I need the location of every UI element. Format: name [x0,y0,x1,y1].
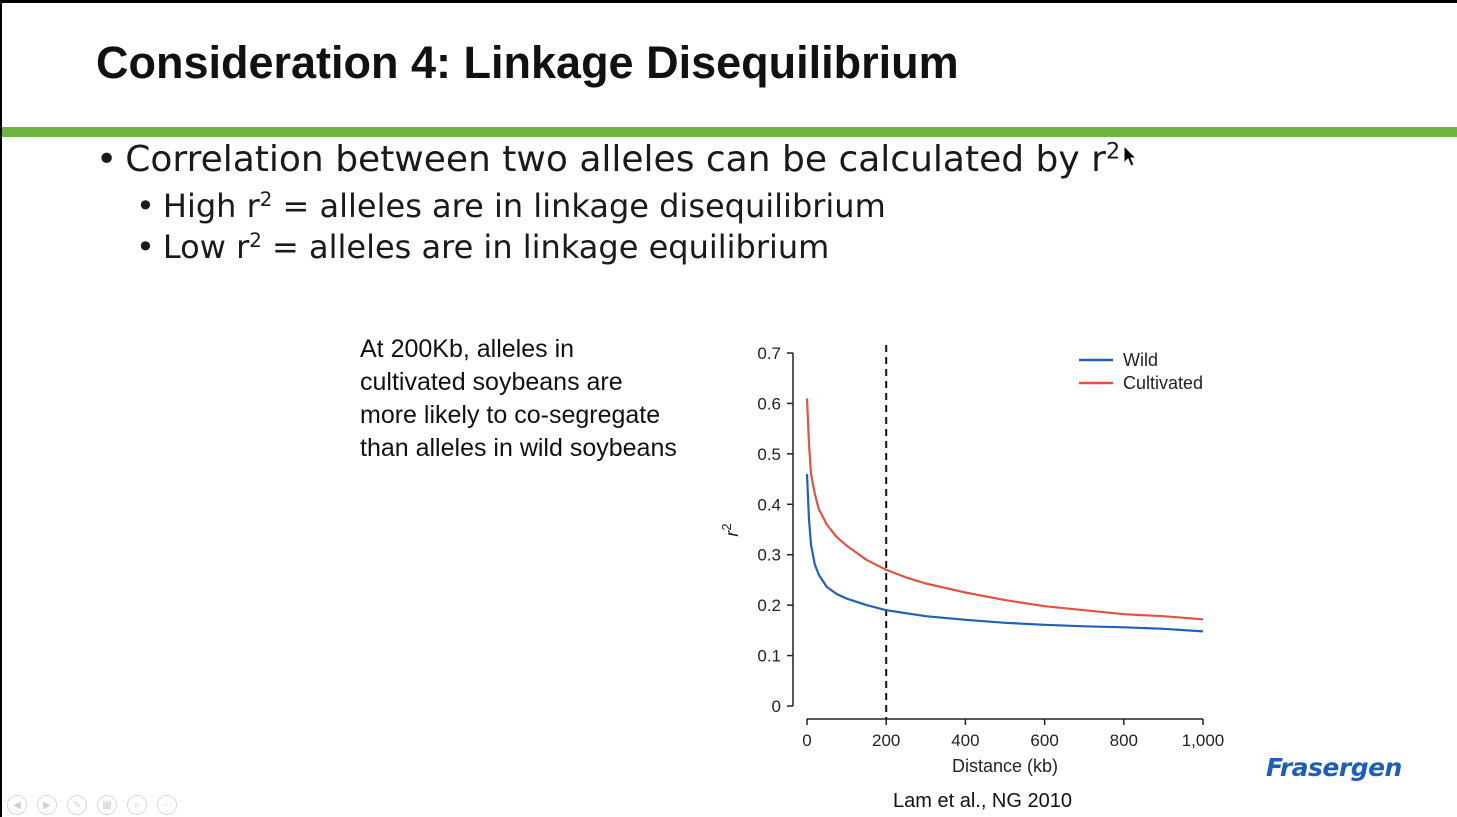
legend-label-wild: Wild [1123,350,1158,370]
bullet-dot: • [96,139,118,180]
annotation-line: more likely to co-segregate [360,401,661,429]
more-icon[interactable]: ⋯ [157,795,177,815]
series-line-cultivated [805,398,1204,621]
slides-icon[interactable]: ▦ [97,795,117,815]
bullet-sub-low-text-b: = alleles are in linkage equilibrium [261,228,830,266]
series-line-wild [805,473,1204,633]
bullet-sub-low: • Low r2 = alleles are in linkage equilib… [136,228,829,266]
slide-title: Consideration 4: Linkage Disequilibrium [96,37,959,88]
bullet-main: • Correlation between two alleles can be … [96,139,1138,180]
legend-label-cultivated: Cultivated [1123,373,1203,393]
annotation-line: cultivated soybeans are [360,368,623,396]
presentation-toolbar: ◀ ▶ ✎ ▦ ⌕ ⋯ [7,795,177,817]
y-tick-label: 0 [772,697,781,716]
x-tick-label: 1,000 [1182,731,1225,750]
frasergen-logo: Frasergen [1266,753,1402,782]
x-tick-label: 0 [802,731,811,750]
mouse-cursor-icon [1123,145,1138,168]
y-tick-label: 0.7 [757,344,781,363]
bullet-sub-high: • High r2 = alleles are in linkage disequ… [136,187,886,225]
bullet-sub-low-text-a: Low r [162,228,250,266]
superscript: 2 [259,188,273,212]
bullet-dot: • [136,187,155,225]
x-tick-label: 400 [951,731,979,750]
y-axis-label: r2 [719,523,742,536]
previous-icon[interactable]: ◀ [7,795,27,815]
x-tick-label: 200 [872,731,900,750]
superscript: 2 [249,229,262,253]
y-tick-label: 0.2 [757,596,781,615]
bullet-sub-high-text-a: High r [162,187,260,225]
chart-annotation: At 200Kb, alleles in cultivated soybeans… [360,333,720,465]
y-tick-label: 0.4 [757,495,781,514]
superscript: 2 [1105,138,1121,165]
bullet-main-text: Correlation between two alleles can be c… [125,139,1106,180]
zoom-icon[interactable]: ⌕ [127,795,147,815]
y-tick-label: 0.3 [757,546,781,565]
annotation-line: At 200Kb, alleles in [360,335,575,363]
bullet-dot: • [136,228,155,266]
ld-decay-chart: 0 0.1 0.2 0.3 0.4 0.5 0.6 0.7 0 200 400 600 800 1,000… [719,344,1225,776]
pen-icon[interactable]: ✎ [67,795,87,815]
x-axis-label: Distance (kb) [952,756,1058,776]
citation: Lam et al., NG 2010 [893,790,1072,812]
y-tick-label: 0.1 [757,647,781,666]
title-divider [2,127,1457,137]
x-tick-label: 800 [1110,731,1138,750]
y-tick-label: 0.5 [757,445,781,464]
annotation-line: than alleles in wild soybeans [360,434,677,462]
bullet-sub-high-text-b: = alleles are in linkage disequilibrium [272,187,886,225]
slide: Consideration 4: Linkage Disequilibrium … [2,3,1457,817]
x-tick-label: 600 [1030,731,1058,750]
next-icon[interactable]: ▶ [37,795,57,815]
y-tick-label: 0.6 [757,394,781,413]
